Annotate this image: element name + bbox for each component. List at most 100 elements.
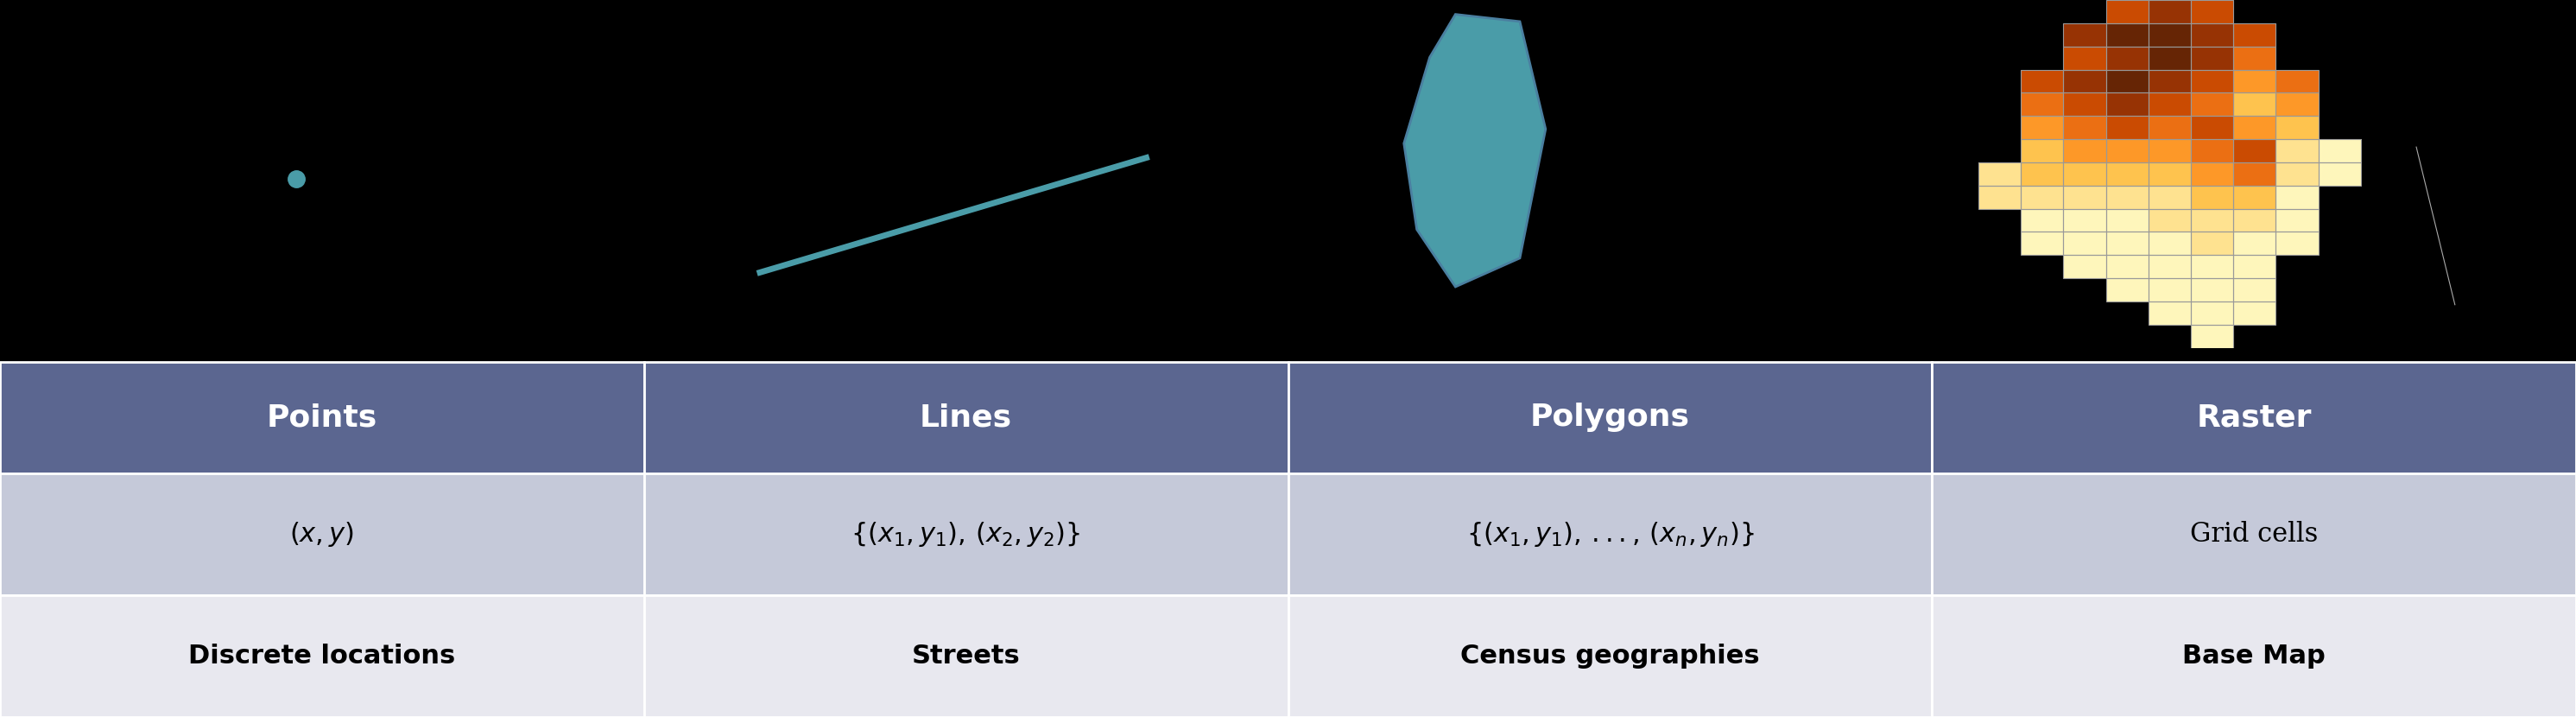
Bar	[2233, 162, 2277, 186]
Bar	[2022, 232, 2063, 255]
Bar	[2107, 70, 2148, 92]
Text: Points: Points	[268, 403, 376, 432]
Bar	[2148, 278, 2192, 301]
Bar	[1288, 362, 1932, 473]
Bar	[1288, 473, 1932, 595]
Bar	[2277, 139, 2318, 162]
Bar	[2192, 139, 2233, 162]
Bar	[2148, 92, 2192, 116]
Bar	[2192, 162, 2233, 186]
Text: Streets: Streets	[912, 644, 1020, 668]
Bar	[2063, 186, 2107, 209]
Bar	[2148, 301, 2192, 325]
Text: Grid cells: Grid cells	[2190, 521, 2318, 548]
Bar	[2063, 209, 2107, 232]
Bar	[2022, 209, 2063, 232]
Bar	[2148, 255, 2192, 278]
Bar	[2192, 186, 2233, 209]
Text: Census geographies: Census geographies	[1461, 644, 1759, 668]
Bar	[2063, 255, 2107, 278]
Bar	[2233, 116, 2277, 139]
Bar	[2233, 47, 2277, 70]
Text: $\{(x_1,y_1),\,(x_2,y_2)\}$: $\{(x_1,y_1),\,(x_2,y_2)\}$	[850, 520, 1082, 549]
Bar	[644, 362, 1288, 473]
Bar	[2022, 162, 2063, 186]
Bar	[2148, 0, 2192, 23]
Bar	[2277, 232, 2318, 255]
Bar	[2148, 116, 2192, 139]
Bar	[2192, 0, 2233, 23]
Bar	[1932, 595, 2576, 717]
Bar	[0, 362, 644, 473]
Bar	[2022, 186, 2063, 209]
Bar	[1978, 162, 2022, 186]
Text: Raster: Raster	[2197, 403, 2311, 432]
Bar	[2107, 92, 2148, 116]
Bar	[2063, 47, 2107, 70]
Bar	[2107, 139, 2148, 162]
Bar	[1932, 473, 2576, 595]
Bar	[2148, 139, 2192, 162]
Bar	[2063, 139, 2107, 162]
Text: $(x,y)$: $(x,y)$	[289, 520, 355, 549]
Bar	[2063, 23, 2107, 47]
Bar	[2233, 278, 2277, 301]
Bar	[2277, 209, 2318, 232]
Bar	[2277, 70, 2318, 92]
Text: Polygons: Polygons	[1530, 403, 1690, 432]
Bar	[2277, 116, 2318, 139]
Bar	[2277, 162, 2318, 186]
Bar	[644, 595, 1288, 717]
Bar	[2148, 232, 2192, 255]
Bar	[2233, 301, 2277, 325]
Bar	[2107, 47, 2148, 70]
Bar	[2063, 162, 2107, 186]
Bar	[2318, 139, 2362, 162]
Bar	[2192, 92, 2233, 116]
Bar	[2233, 70, 2277, 92]
Text: Discrete locations: Discrete locations	[188, 644, 456, 668]
Bar	[2233, 139, 2277, 162]
Bar	[2022, 116, 2063, 139]
Bar	[2022, 70, 2063, 92]
Bar	[2107, 255, 2148, 278]
Bar	[2063, 70, 2107, 92]
Bar	[2063, 92, 2107, 116]
Bar	[2318, 162, 2362, 186]
Bar	[0, 473, 644, 595]
Bar	[2233, 232, 2277, 255]
Bar	[2107, 23, 2148, 47]
Bar	[2063, 116, 2107, 139]
Bar	[2192, 23, 2233, 47]
Bar	[2233, 92, 2277, 116]
Bar	[2063, 232, 2107, 255]
Bar	[2192, 255, 2233, 278]
Bar	[2277, 92, 2318, 116]
Text: Lines: Lines	[920, 403, 1012, 432]
Bar	[2148, 47, 2192, 70]
Bar	[2148, 23, 2192, 47]
Bar	[2107, 209, 2148, 232]
Text: Base Map: Base Map	[2182, 644, 2326, 668]
Bar	[1932, 362, 2576, 473]
Bar	[2192, 209, 2233, 232]
Text: $\{(x_1,y_1),\,...,\,(x_n,y_n)\}$: $\{(x_1,y_1),\,...,\,(x_n,y_n)\}$	[1466, 520, 1754, 549]
Bar	[2148, 70, 2192, 92]
Bar	[2277, 186, 2318, 209]
Bar	[2107, 232, 2148, 255]
Bar	[2233, 209, 2277, 232]
Bar	[2192, 301, 2233, 325]
Bar	[1288, 595, 1932, 717]
Bar	[2022, 92, 2063, 116]
Bar	[2192, 232, 2233, 255]
Bar	[2192, 70, 2233, 92]
Bar	[2233, 23, 2277, 47]
Bar	[2107, 278, 2148, 301]
Bar	[2148, 186, 2192, 209]
Bar	[0, 595, 644, 717]
Bar	[2192, 325, 2233, 348]
Bar	[2107, 116, 2148, 139]
Bar	[2192, 278, 2233, 301]
Bar	[2022, 139, 2063, 162]
Bar	[2233, 255, 2277, 278]
